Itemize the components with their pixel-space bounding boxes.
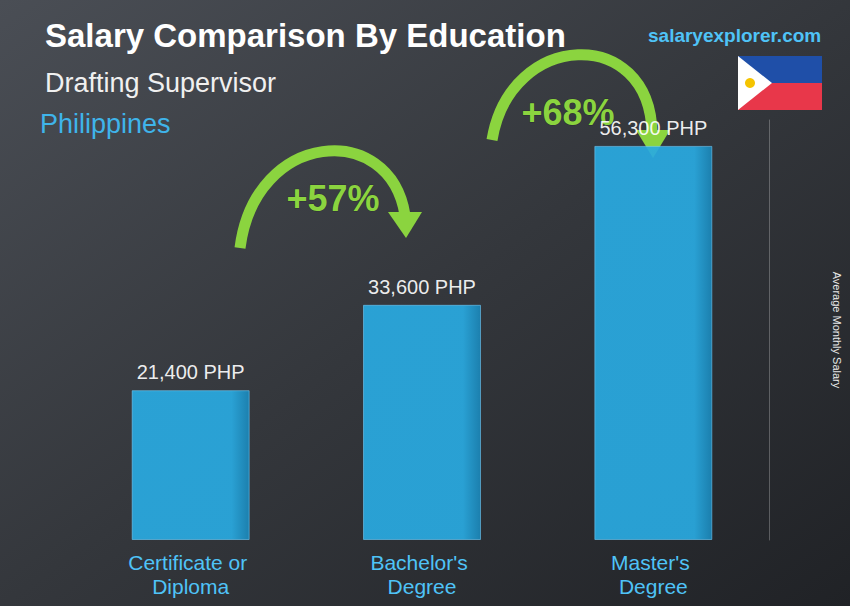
svg-text:Diploma: Diploma [152, 575, 229, 598]
svg-text:Master's: Master's [611, 551, 696, 574]
svg-text:Average Monthly Salary: Average Monthly Salary [831, 272, 843, 389]
svg-text:56,300 PHP: 56,300 PHP [599, 117, 707, 139]
svg-text:Philippines: Philippines [40, 109, 171, 139]
svg-text:+57%: +57% [286, 178, 379, 219]
svg-text:Salary Comparison By Education: Salary Comparison By Education [45, 17, 566, 54]
svg-text:Bachelor's: Bachelor's [370, 551, 473, 574]
svg-text:Degree: Degree [619, 575, 688, 598]
svg-text:salaryexplorer.com: salaryexplorer.com [648, 25, 821, 46]
svg-text:Certificate or: Certificate or [128, 551, 253, 574]
svg-text:Degree: Degree [388, 575, 457, 598]
svg-text:33,600 PHP: 33,600 PHP [368, 276, 476, 298]
svg-text:Drafting Supervisor: Drafting Supervisor [45, 68, 276, 98]
svg-text:+68%: +68% [521, 91, 615, 133]
svg-text:21,400 PHP: 21,400 PHP [137, 361, 245, 383]
